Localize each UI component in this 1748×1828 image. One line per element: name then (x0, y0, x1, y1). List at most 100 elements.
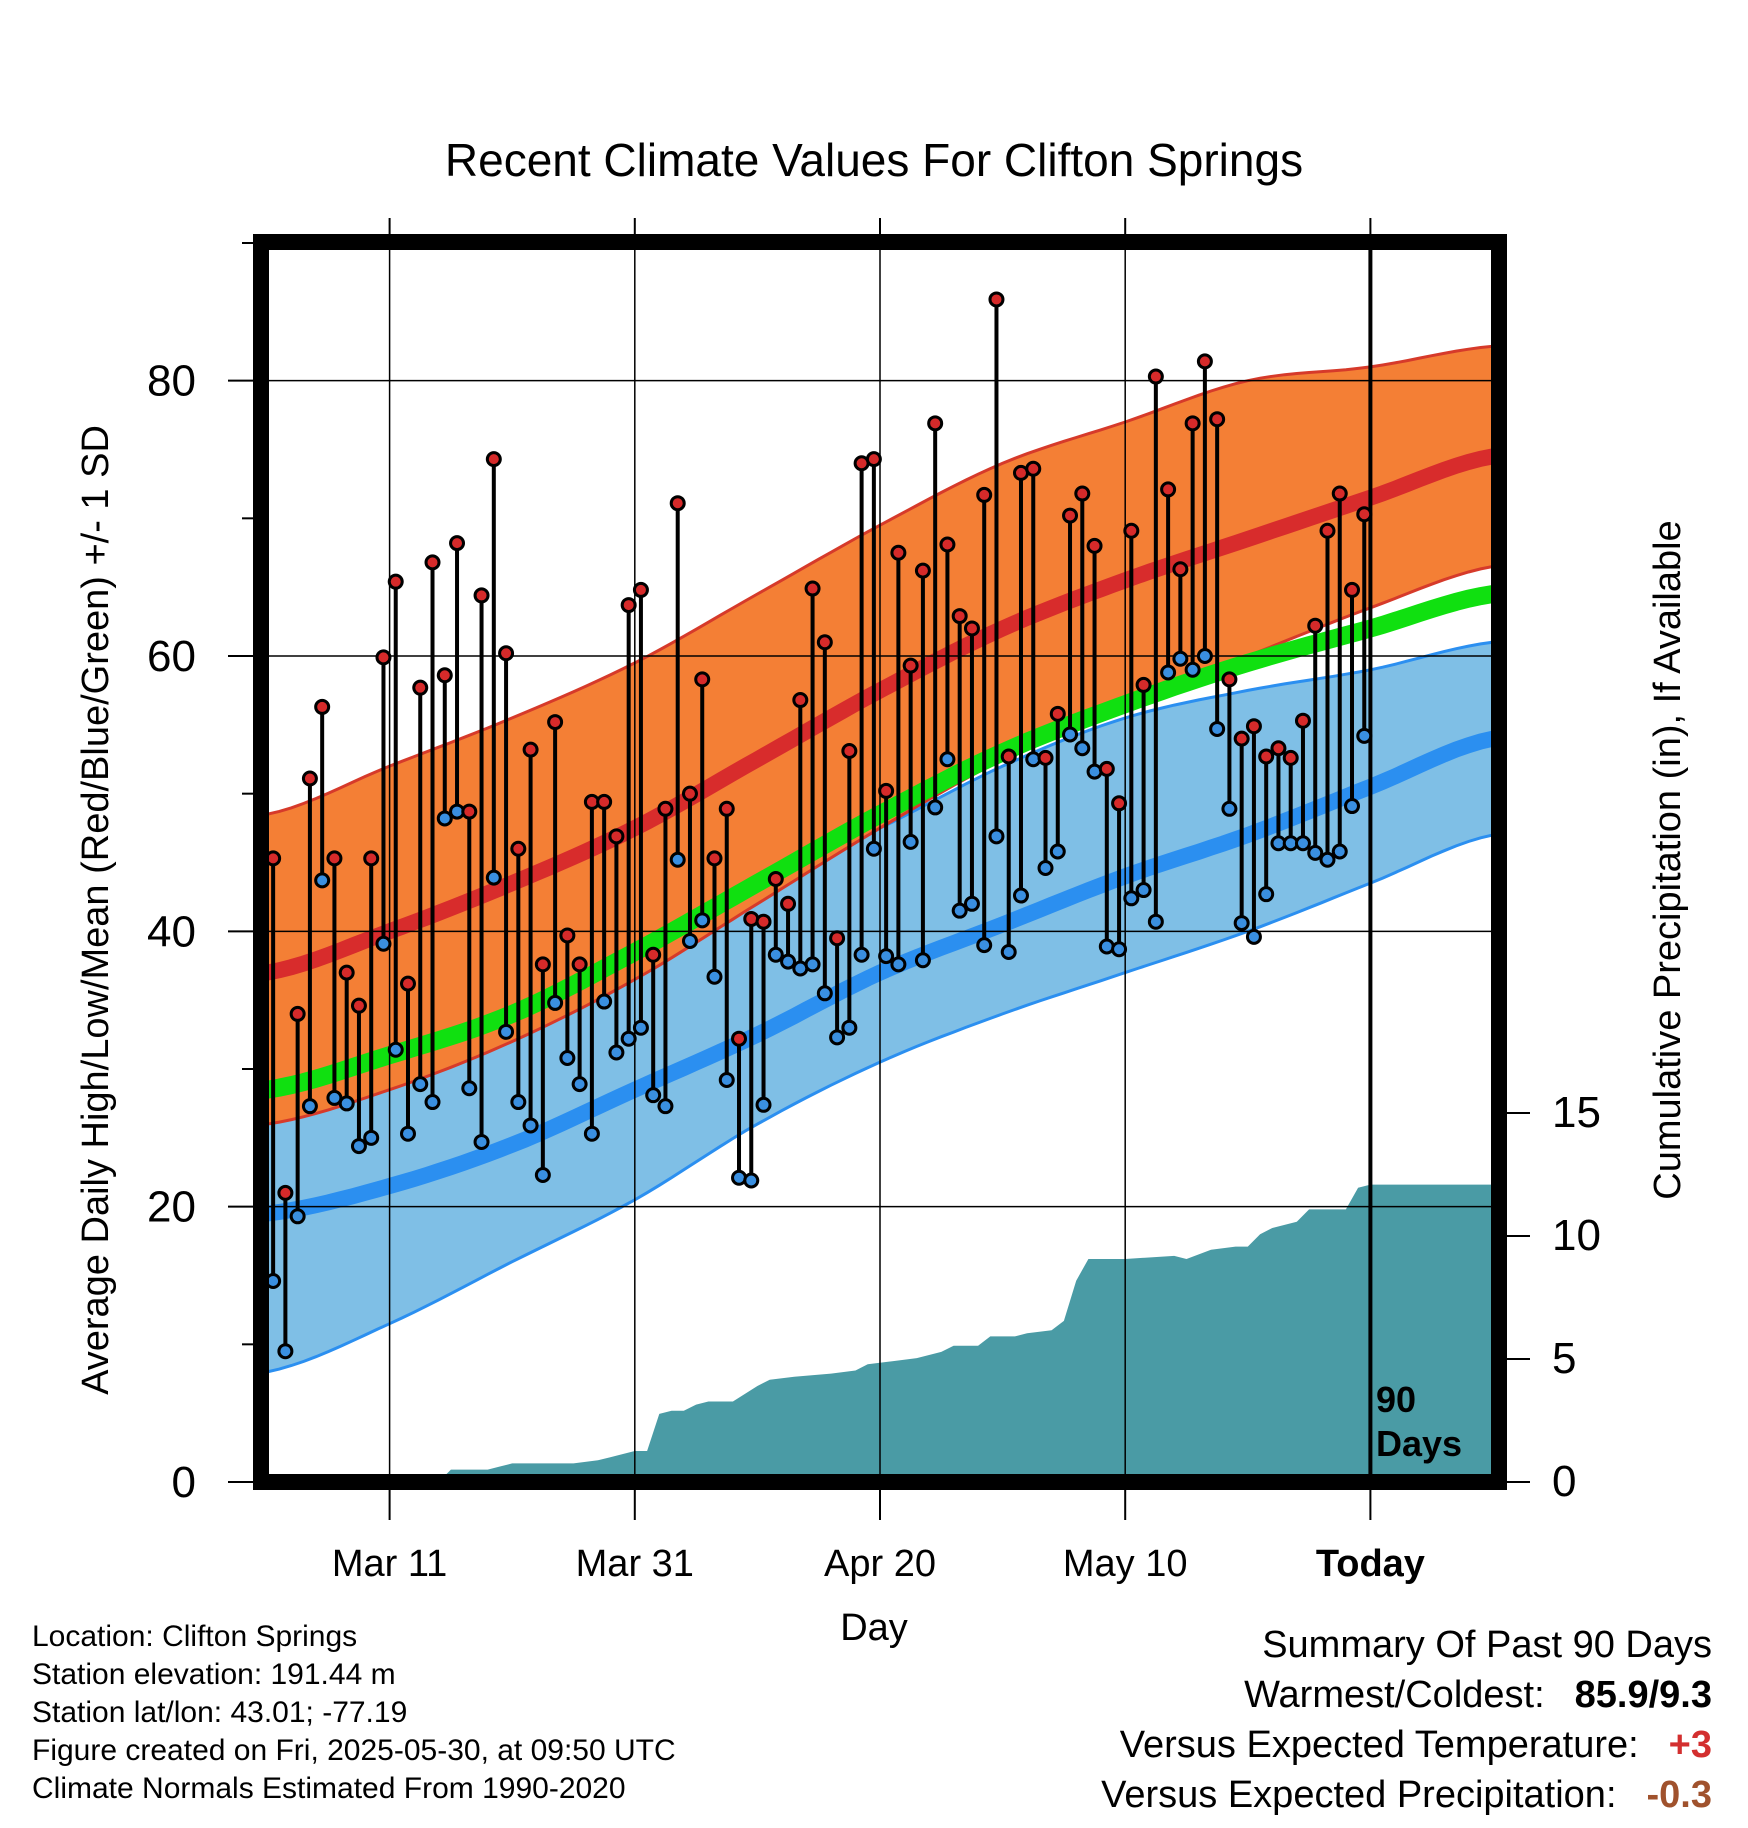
daily-low-point (1319, 851, 1336, 868)
daily-low-point (338, 1095, 355, 1112)
daily-high-point (780, 895, 797, 912)
y-tick-label: 80 (147, 357, 196, 406)
y2-tick-label: 15 (1552, 1088, 1601, 1137)
daily-low-point (890, 956, 907, 973)
summary-panel: Summary Of Past 90 Days Warmest/Coldest:… (1101, 1620, 1712, 1820)
daily-high-point (449, 535, 466, 552)
daily-high-point (559, 927, 576, 944)
daily-high-point (436, 667, 453, 684)
daily-low-point (976, 937, 993, 954)
chart-title: Recent Climate Values For Clifton Spring… (445, 134, 1303, 186)
daily-high-point (976, 486, 993, 503)
elevation-text: Station elevation: 191.44 m (32, 1658, 396, 1691)
daily-low-point (412, 1076, 429, 1093)
y-tick-label: 0 (172, 1458, 196, 1507)
plot-frame (253, 234, 1507, 1490)
daily-high-point (1062, 507, 1079, 524)
daily-high-point (681, 785, 698, 802)
y2-tick-label: 0 (1552, 1457, 1576, 1506)
daily-high-point (841, 742, 858, 759)
summary-temp: Versus Expected Temperature: +3 (1101, 1720, 1712, 1770)
daily-low-point (780, 953, 797, 970)
daily-high-point (522, 741, 539, 758)
daily-high-point (596, 793, 613, 810)
daily-high-point (314, 698, 331, 715)
daily-low-point (755, 1096, 772, 1113)
daily-high-point (375, 649, 392, 666)
daily-low-point (510, 1094, 527, 1111)
x-tick-label: Apr 20 (824, 1543, 936, 1585)
daily-high-point (804, 580, 821, 597)
daily-low-point (1012, 887, 1029, 904)
daily-high-point (473, 587, 490, 604)
daily-low-point (596, 993, 613, 1010)
daily-high-point (1344, 581, 1361, 598)
y2-axis-label: Cumulative Precipitation (in), If Availa… (1647, 520, 1689, 1199)
daily-high-point (1000, 748, 1017, 765)
daily-low-point (902, 833, 919, 850)
daily-low-point (963, 895, 980, 912)
daily-high-point (1258, 748, 1275, 765)
daily-low-point (1049, 843, 1066, 860)
daily-high-point (350, 997, 367, 1014)
daily-high-point (1307, 617, 1324, 634)
daily-low-point (363, 1129, 380, 1146)
y-axis-label: Average Daily High/Low/Mean (Red/Blue/Gr… (75, 425, 117, 1395)
daily-low-point (547, 994, 564, 1011)
daily-low-point (350, 1138, 367, 1155)
x-tick-label: Today (1316, 1543, 1425, 1585)
daily-low-point (522, 1117, 539, 1134)
daily-high-point (289, 1005, 306, 1022)
daily-high-point (1147, 368, 1164, 385)
daily-high-point (645, 946, 662, 963)
daily-low-point (424, 1094, 441, 1111)
daily-high-point (890, 544, 907, 561)
daily-high-point (461, 803, 478, 820)
created-text: Figure created on Fri, 2025-05-30, at 09… (32, 1734, 676, 1767)
daily-high-point (1049, 705, 1066, 722)
daily-high-point (412, 679, 429, 696)
daily-high-point (657, 800, 674, 817)
x-axis-label: Day (840, 1607, 908, 1649)
daily-low-point (632, 1019, 649, 1036)
daily-high-point (669, 495, 686, 512)
daily-high-point (865, 451, 882, 468)
daily-low-point (301, 1098, 318, 1115)
daily-high-point (1111, 795, 1128, 812)
daily-high-point (927, 415, 944, 432)
daily-high-point (387, 573, 404, 590)
y-tick-label: 20 (147, 1183, 196, 1232)
daily-high-point (1086, 537, 1103, 554)
x-tick-label: Mar 11 (332, 1543, 447, 1585)
warm-cold-value: 85.9/9.3 (1574, 1674, 1712, 1716)
daily-high-point (326, 850, 343, 867)
daily-high-point (1294, 712, 1311, 729)
warm-cold-label: Warmest/Coldest: (1244, 1674, 1545, 1716)
daily-low-point (1233, 915, 1250, 932)
daily-high-point (1098, 760, 1115, 777)
daily-low-point (865, 840, 882, 857)
daily-high-point (571, 956, 588, 973)
daily-low-point (583, 1125, 600, 1142)
daily-high-point (694, 671, 711, 688)
daily-low-point (1111, 941, 1128, 958)
daily-low-point (988, 828, 1005, 845)
precip-area (444, 1184, 1493, 1476)
daily-high-point (363, 850, 380, 867)
daily-high-point (1331, 485, 1348, 502)
daily-high-point (939, 536, 956, 553)
daily-high-point (510, 840, 527, 857)
daily-high-point (878, 782, 895, 799)
daily-high-point (424, 554, 441, 571)
daily-low-point (829, 1029, 846, 1046)
summary-precip: Versus Expected Precipitation: -0.3 (1101, 1770, 1712, 1820)
daily-low-point (559, 1049, 576, 1066)
daily-high-point (963, 620, 980, 637)
daily-low-point (669, 851, 686, 868)
daily-low-point (951, 902, 968, 919)
daily-high-point (498, 645, 515, 662)
daily-low-point (681, 932, 698, 949)
daily-high-point (632, 581, 649, 598)
daily-low-point (375, 935, 392, 952)
